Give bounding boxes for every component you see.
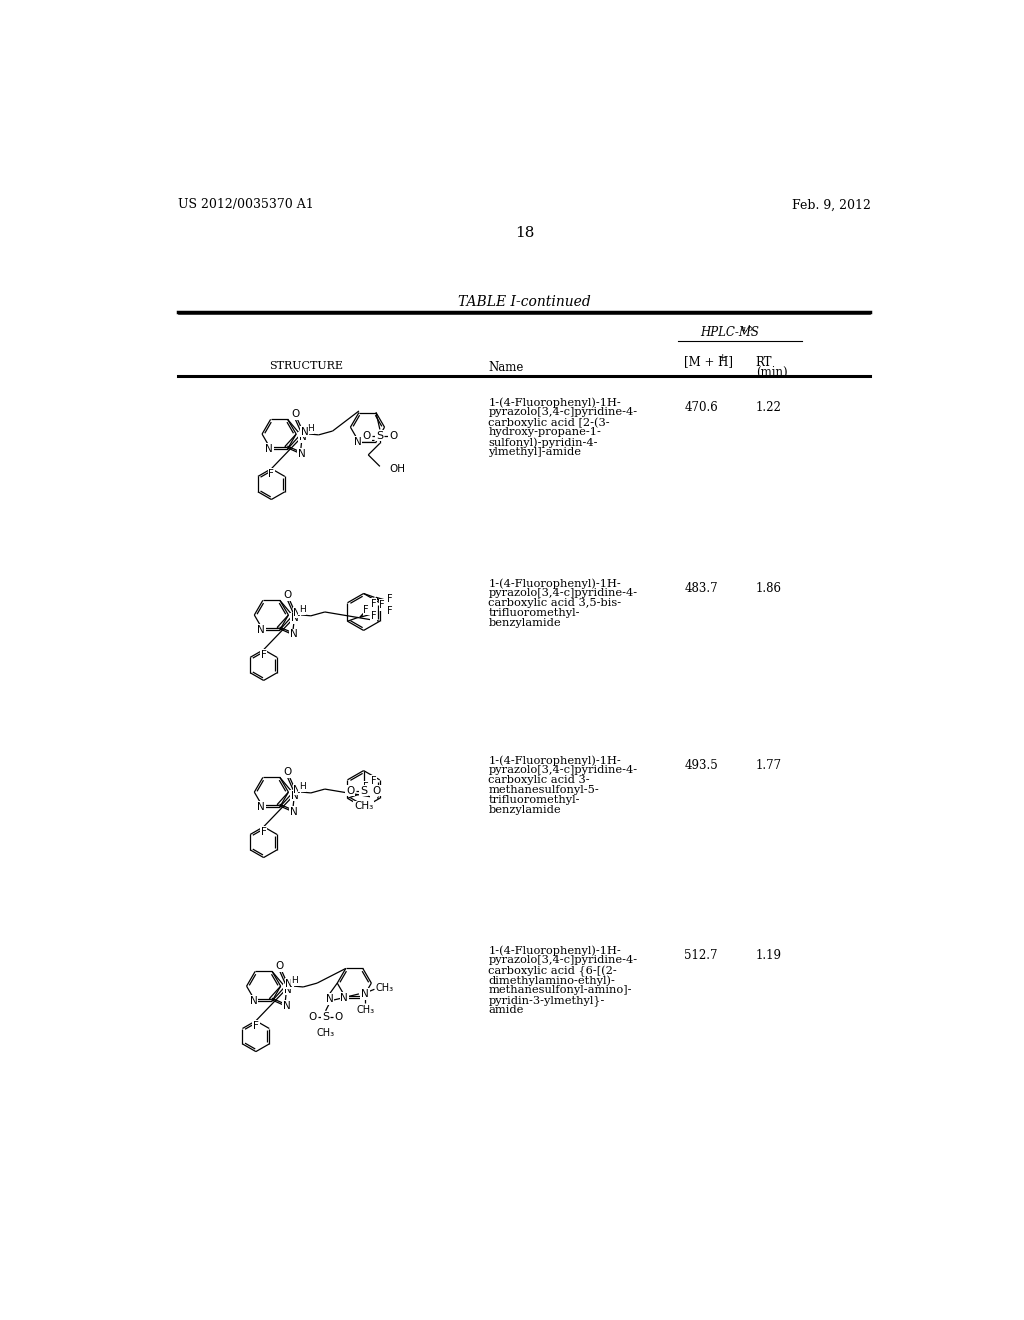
Text: O: O [284,590,292,601]
Text: pyrazolo[3,4-c]pyridine-4-: pyrazolo[3,4-c]pyridine-4- [488,407,638,417]
Text: ylmethyl]-amide: ylmethyl]-amide [488,447,582,457]
Text: 483.7: 483.7 [684,582,718,595]
Text: carboxylic acid 3,5-bis-: carboxylic acid 3,5-bis- [488,598,622,609]
Text: O: O [275,961,284,972]
Text: O: O [284,767,292,777]
Text: N: N [290,807,298,817]
Text: pyrazolo[3,4-c]pyridine-4-: pyrazolo[3,4-c]pyridine-4- [488,589,638,598]
Text: N: N [291,791,299,800]
Text: O: O [308,1012,316,1022]
Text: F: F [371,776,377,785]
Text: CH₃: CH₃ [316,1028,335,1038]
Text: carboxylic acid {6-[(2-: carboxylic acid {6-[(2- [488,965,617,977]
Text: carboxylic acid [2-(3-: carboxylic acid [2-(3- [488,417,610,428]
Text: N: N [257,624,265,635]
Text: N: N [353,437,361,447]
Text: N: N [257,801,265,812]
Text: trifluoromethyl-: trifluoromethyl- [488,609,580,618]
Text: a,b: a,b [740,323,754,331]
Text: 1.86: 1.86 [756,582,781,595]
Text: H: H [299,783,306,792]
Text: 1-(4-Fluorophenyl)-1H-: 1-(4-Fluorophenyl)-1H- [488,578,622,589]
Text: STRUCTURE: STRUCTURE [269,360,343,371]
Text: F: F [387,594,393,603]
Text: F: F [261,828,266,837]
Text: F: F [261,649,266,660]
Text: CH₃: CH₃ [356,1005,374,1015]
Text: N: N [284,985,291,994]
Text: O: O [291,409,300,418]
Text: pyrazolo[3,4-c]pyridine-4-: pyrazolo[3,4-c]pyridine-4- [488,956,638,965]
Text: F: F [253,1022,259,1031]
Text: CH₃: CH₃ [354,801,373,812]
Text: sulfonyl)-pyridin-4-: sulfonyl)-pyridin-4- [488,437,598,447]
Text: Name: Name [488,360,523,374]
Text: F: F [371,611,377,620]
Text: N: N [286,979,293,989]
Text: O: O [362,430,371,441]
Text: F: F [379,601,385,610]
Text: 470.6: 470.6 [684,401,718,414]
Text: N: N [293,785,301,795]
Text: N: N [283,1001,290,1011]
Text: S: S [360,785,368,796]
Text: amide: amide [488,1006,523,1015]
Text: CH₃: CH₃ [376,982,394,993]
Text: 493.5: 493.5 [684,759,718,772]
Text: F: F [268,469,274,479]
Text: 512.7: 512.7 [684,949,718,962]
Text: 1-(4-Fluorophenyl)-1H-: 1-(4-Fluorophenyl)-1H- [488,755,622,766]
Text: F: F [371,598,377,609]
Text: dimethylamino-ethyl)-: dimethylamino-ethyl)- [488,975,615,986]
Text: benzylamide: benzylamide [488,618,561,628]
Text: HPLC-MS: HPLC-MS [700,326,759,339]
Text: 1.77: 1.77 [756,759,782,772]
Text: pyrazolo[3,4-c]pyridine-4-: pyrazolo[3,4-c]pyridine-4- [488,766,638,775]
Text: 1-(4-Fluorophenyl)-1H-: 1-(4-Fluorophenyl)-1H- [488,945,622,956]
Text: F: F [364,781,369,792]
Text: N: N [293,607,301,618]
Text: O: O [389,430,397,441]
Text: benzylamide: benzylamide [488,805,561,816]
Text: OH: OH [389,463,406,474]
Text: F: F [387,606,393,616]
Text: hydroxy-propane-1-: hydroxy-propane-1- [488,428,601,437]
Text: N: N [265,444,273,454]
Text: N: N [361,989,369,999]
Text: O: O [373,785,381,796]
Text: H: H [291,977,298,986]
Text: O: O [335,1012,343,1022]
Text: +: + [719,354,726,362]
Text: TABLE I-continued: TABLE I-continued [459,294,591,309]
Text: N: N [340,993,348,1003]
Text: (min): (min) [756,366,787,379]
Text: F: F [364,605,369,615]
Text: N: N [301,426,308,437]
Text: 1-(4-Fluorophenyl)-1H-: 1-(4-Fluorophenyl)-1H- [488,397,622,408]
Text: carboxylic acid 3-: carboxylic acid 3- [488,775,590,785]
Text: US 2012/0035370 A1: US 2012/0035370 A1 [178,198,314,211]
Text: O: O [346,785,354,796]
Text: H: H [299,606,306,614]
Text: 18: 18 [515,226,535,240]
Text: [M + H]: [M + H] [684,355,733,368]
Text: 1.22: 1.22 [756,401,781,414]
Text: N: N [298,449,306,458]
Text: trifluoromethyl-: trifluoromethyl- [488,795,580,805]
Text: N: N [291,614,299,623]
Text: N: N [250,995,257,1006]
Text: N: N [326,994,334,1005]
Text: N: N [299,433,307,442]
Text: S: S [323,1012,329,1022]
Text: RT: RT [756,355,772,368]
Text: N: N [290,630,298,639]
Text: methanesulfonyl-amino]-: methanesulfonyl-amino]- [488,985,632,995]
Text: S: S [376,430,383,441]
Text: F: F [371,788,377,797]
Text: H: H [307,424,313,433]
Text: 1.19: 1.19 [756,949,781,962]
Text: methanesulfonyl-5-: methanesulfonyl-5- [488,785,599,795]
Text: Feb. 9, 2012: Feb. 9, 2012 [792,198,870,211]
Text: pyridin-3-ylmethyl}-: pyridin-3-ylmethyl}- [488,995,605,1006]
